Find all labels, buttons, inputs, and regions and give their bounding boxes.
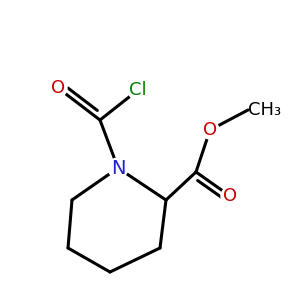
Circle shape xyxy=(201,121,219,139)
Circle shape xyxy=(221,187,239,205)
Circle shape xyxy=(128,80,148,100)
Text: CH₃: CH₃ xyxy=(248,101,281,119)
Text: O: O xyxy=(51,79,65,97)
Circle shape xyxy=(49,79,67,97)
Text: O: O xyxy=(223,187,237,205)
Text: Cl: Cl xyxy=(129,81,147,99)
Text: O: O xyxy=(203,121,217,139)
Text: N: N xyxy=(111,158,125,178)
Circle shape xyxy=(108,158,128,178)
